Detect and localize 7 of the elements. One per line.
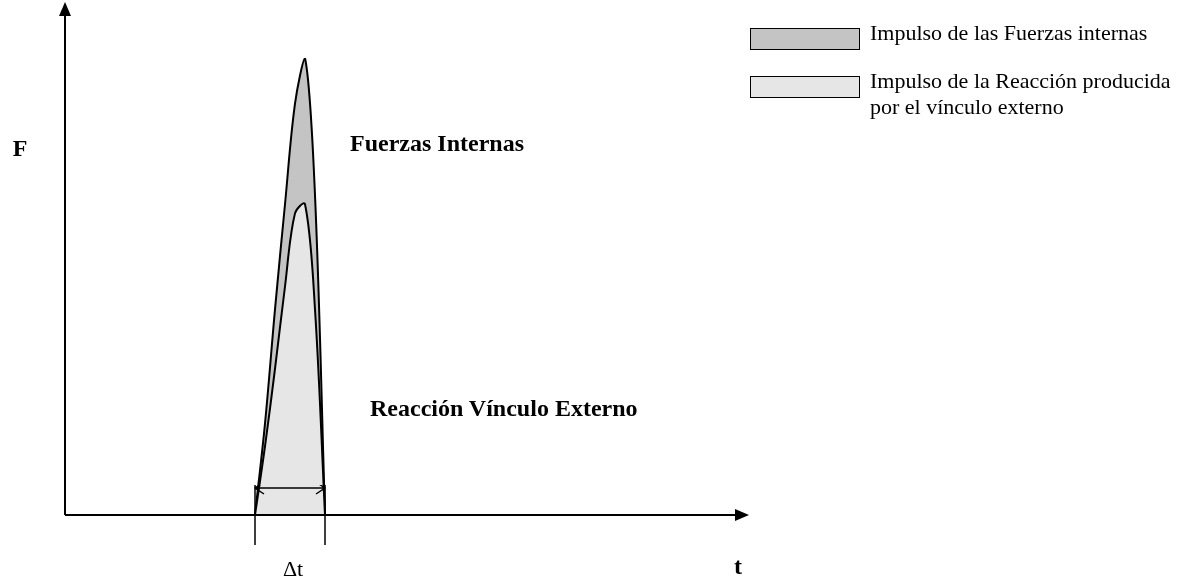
x-axis-title: t — [734, 553, 742, 580]
text: Δt — [282, 555, 304, 580]
legend-label: Impulso de la Reacción producida por el vínculo externo — [870, 68, 1172, 120]
annotation: Reacción Vínculo Externo — [370, 395, 638, 422]
annotation: Fuerzas Internas — [350, 130, 524, 157]
y-axis-title: F — [12, 135, 28, 162]
legend-label: Impulso de las Fuerzas internas — [870, 20, 1148, 46]
